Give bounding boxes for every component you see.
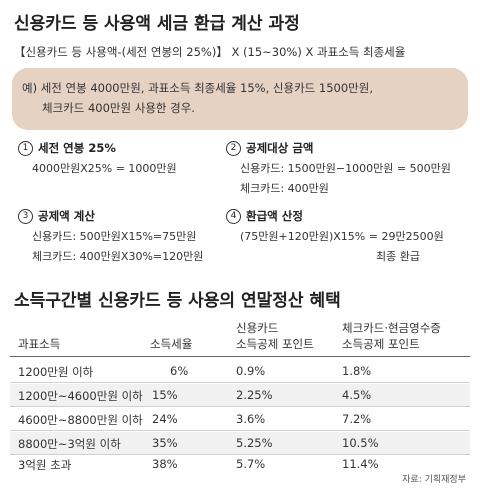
table-title: 소득구간별 신용카드 등 사용의 연말정산 혜택 — [14, 291, 341, 311]
cell-credit-point: 5.25% — [236, 436, 273, 450]
step-2: 2 공제대상 금액 신용카드: 1500만원−1000만원 = 500만원 체크카… — [226, 140, 451, 196]
header-col-credit-l2: 소득공제 포인트 — [236, 337, 314, 351]
step-title: 공제대상 금액 — [246, 141, 314, 155]
step-number-badge: 2 — [226, 140, 241, 156]
table-header-divider — [10, 356, 470, 357]
step-number-badge: 1 — [18, 140, 33, 156]
cell-tax-rate: 35% — [152, 436, 178, 450]
example-line-2: 체크카드 400만원 사용한 경우. — [42, 101, 195, 115]
cell-check-point: 4.5% — [342, 388, 372, 402]
row-divider — [10, 406, 470, 407]
cell-income: 4600만~8800만원 이하 — [18, 413, 143, 427]
cell-check-point: 10.5% — [342, 436, 379, 450]
header-col-check-l2: 소득공제 포인트 — [342, 337, 420, 351]
step-4: 4 환급액 산정 (75만원+120만원)X15% = 29만2500원 최종 환… — [226, 208, 444, 264]
row-divider — [10, 382, 470, 383]
cell-income: 1200만~4600만원 이하 — [18, 389, 143, 403]
step-title: 환급액 산정 — [246, 209, 303, 223]
cell-check-point: 7.2% — [342, 412, 372, 426]
cell-income: 1200만원 이하 — [18, 365, 94, 379]
step-line: 체크카드: 400만원X30%=120만원 — [32, 250, 204, 263]
cell-income: 8800만~3억원 이하 — [18, 437, 121, 451]
cell-tax-rate: 24% — [152, 412, 178, 426]
cell-tax-rate: 15% — [152, 388, 178, 402]
cell-check-point: 11.4% — [342, 457, 379, 471]
formula-text: 【신용카드 등 사용액-(세전 연봉의 25%)】 X (15~30%) X 과… — [14, 45, 406, 59]
table-row: 8800만~3억원 이하 35% 5.25% 10.5% — [10, 432, 470, 454]
page-title: 신용카드 등 사용액 세금 환급 계산 과정 — [14, 14, 300, 34]
cell-credit-point: 5.7% — [236, 457, 266, 471]
header-col-income: 과표소득 — [18, 337, 61, 351]
example-box: 예) 세전 연봉 4000만원, 과표소득 최종세율 15%, 신용카드 150… — [12, 68, 468, 130]
header-col-credit-l1: 신용카드 — [236, 321, 279, 335]
table-row: 1200만~4600만원 이하 15% 2.25% 4.5% — [10, 384, 470, 406]
example-line-1: 예) 세전 연봉 4000만원, 과표소득 최종세율 15%, 신용카드 150… — [22, 81, 373, 95]
row-divider — [10, 430, 470, 431]
cell-credit-point: 2.25% — [236, 388, 273, 402]
row-divider — [10, 454, 470, 455]
source-note: 자료: 기획재정부 — [402, 475, 466, 485]
cell-credit-point: 3.6% — [236, 412, 266, 426]
step-3: 3 공제액 계산 신용카드: 500만원X15%=75만원 체크카드: 400만원… — [18, 208, 203, 264]
cell-income: 3억원 초과 — [18, 458, 72, 472]
step-line: 체크카드: 400만원 — [240, 182, 329, 195]
cell-check-point: 1.8% — [342, 364, 372, 378]
table-row: 3억원 초과 38% 5.7% 11.4% — [10, 455, 470, 473]
step-line: 4000만원X25% = 1000만원 — [32, 162, 177, 175]
table-row: 1200만원 이하 6% 0.9% 1.8% — [10, 360, 470, 382]
header-col-check-l1: 체크카드·현금영수증 — [342, 321, 441, 335]
step-title: 공제액 계산 — [38, 209, 95, 223]
step-title: 세전 연봉 25% — [38, 141, 116, 155]
cell-tax-rate: 6% — [170, 364, 189, 378]
step-line: 신용카드: 1500만원−1000만원 = 500만원 — [240, 162, 451, 175]
table-row: 4600만~8800만원 이하 24% 3.6% 7.2% — [10, 408, 470, 430]
step-number-badge: 3 — [18, 208, 33, 224]
cell-tax-rate: 38% — [152, 457, 178, 471]
step-line: 신용카드: 500만원X15%=75만원 — [32, 230, 197, 243]
step-1: 1 세전 연봉 25% 4000만원X25% = 1000만원 — [18, 140, 177, 176]
header-col-tax-rate: 소득세율 — [150, 337, 193, 351]
cell-credit-point: 0.9% — [236, 364, 266, 378]
step-line: 최종 환급 — [376, 250, 420, 263]
steps-panel: 1 세전 연봉 25% 4000만원X25% = 1000만원 2 공제대상 금액 … — [10, 130, 468, 272]
step-number-badge: 4 — [226, 208, 241, 224]
step-line: (75만원+120만원)X15% = 29만2500원 — [240, 230, 444, 243]
